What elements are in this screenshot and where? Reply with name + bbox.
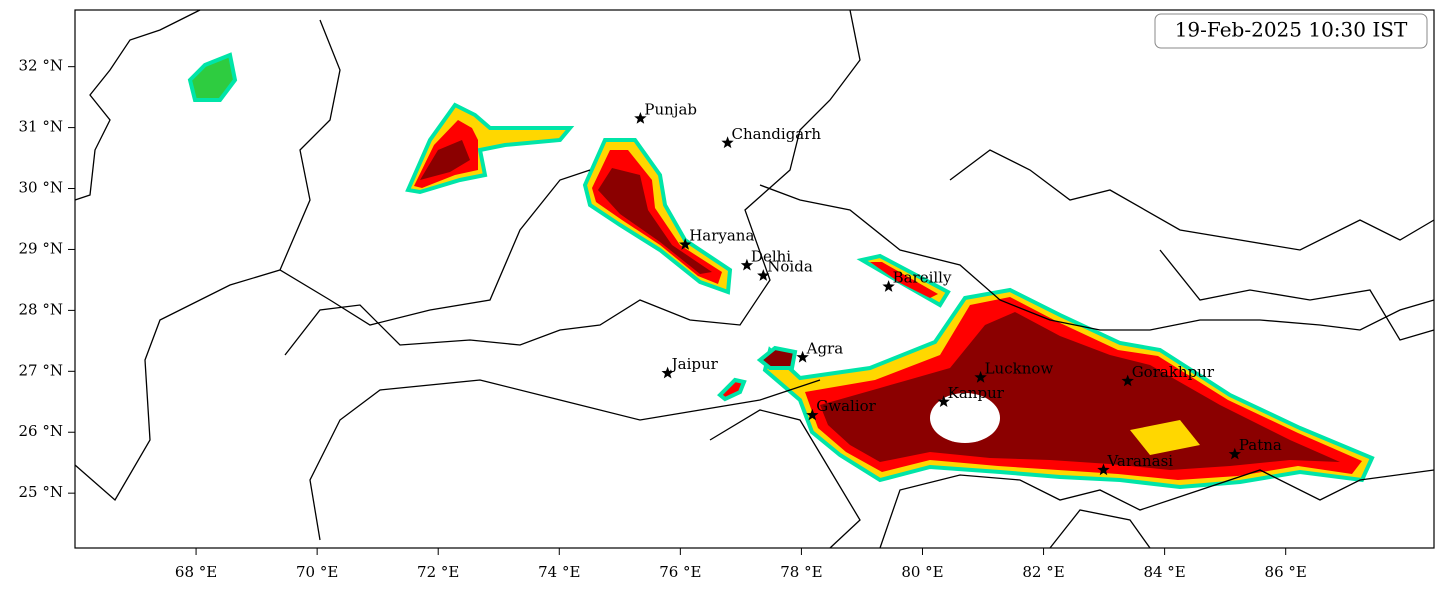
plot-frame xyxy=(74,9,1435,549)
city-label: Bareilly xyxy=(893,269,952,287)
y-tick-label: 32 °N xyxy=(19,57,63,75)
x-tick-label: 78 °E xyxy=(780,563,822,581)
y-tick-label: 30 °N xyxy=(19,179,63,197)
city-label: Jaipur xyxy=(670,355,719,373)
y-tick-label: 29 °N xyxy=(19,239,63,257)
city-label: Lucknow xyxy=(985,359,1054,377)
city-marker xyxy=(679,238,692,250)
x-tick-label: 82 °E xyxy=(1022,563,1064,581)
timestamp-box xyxy=(1154,13,1428,49)
city-marker xyxy=(882,280,895,292)
city-label: Chandigarh xyxy=(732,125,822,143)
city-label: Delhi xyxy=(751,247,791,265)
x-tick-label: 68 °E xyxy=(175,563,217,581)
x-tick-label: 72 °E xyxy=(417,563,459,581)
city-marker xyxy=(1121,374,1134,387)
x-tick-label: 74 °E xyxy=(538,563,580,581)
y-tick-label: 28 °N xyxy=(19,300,63,318)
city-marker xyxy=(634,112,647,124)
city-marker xyxy=(757,269,770,281)
precipitation xyxy=(187,52,1375,490)
y-tick-label: 25 °N xyxy=(19,483,63,501)
city-marker xyxy=(806,408,819,421)
city-marker xyxy=(796,350,809,363)
city-marker xyxy=(937,395,950,407)
city-marker xyxy=(1097,463,1110,476)
x-tick-label: 70 °E xyxy=(296,563,338,581)
city-label: Gorakhpur xyxy=(1132,363,1215,381)
city-marker xyxy=(1228,447,1241,460)
x-tick-label: 76 °E xyxy=(659,563,701,581)
city-label: Kanpur xyxy=(948,384,1005,402)
x-tick-label: 84 °E xyxy=(1143,563,1185,581)
y-tick-label: 26 °N xyxy=(19,422,63,440)
city-label: Agra xyxy=(806,339,844,357)
city-label: Patna xyxy=(1239,436,1282,454)
timestamp: 19-Feb-2025 10:30 IST xyxy=(1175,18,1408,42)
x-tick-label: 86 °E xyxy=(1265,563,1307,581)
x-tick-label: 80 °E xyxy=(901,563,943,581)
city-label: Noida xyxy=(767,258,813,276)
y-tick-label: 27 °N xyxy=(19,361,63,379)
y-tick-label: 31 °N xyxy=(19,118,63,136)
city-marker xyxy=(974,370,987,383)
city-marker xyxy=(740,258,754,271)
city-label: Haryana xyxy=(689,227,754,245)
city-label: Punjab xyxy=(644,100,697,118)
city-label: Varanasi xyxy=(1106,452,1173,470)
city-marker xyxy=(721,136,734,149)
city-label: Gwalior xyxy=(816,397,876,415)
borders xyxy=(74,9,1435,549)
city-marker xyxy=(661,366,674,379)
